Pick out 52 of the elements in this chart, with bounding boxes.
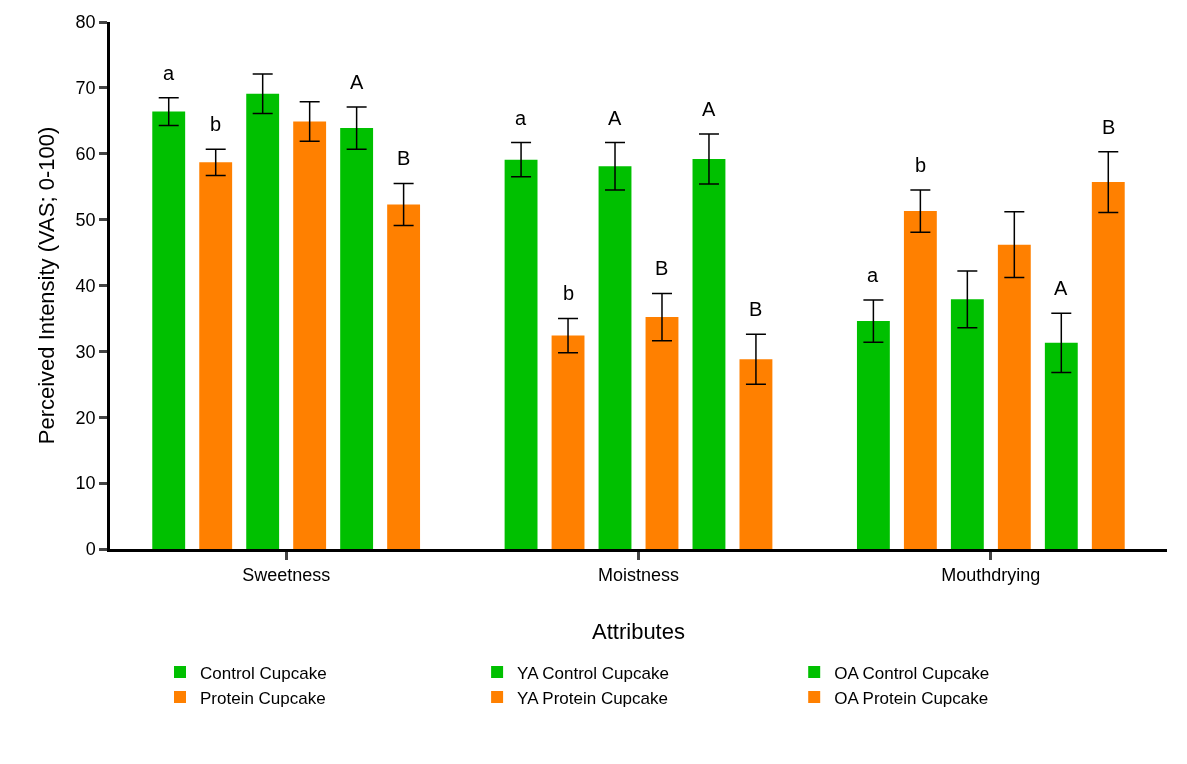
bar [598,166,632,549]
bar [340,128,374,549]
y-axis-title: Perceived Intensity (VAS; 0-100) [34,126,60,445]
bar [997,244,1031,549]
data-label: B [749,298,763,320]
legend-label: OA Control Cupcake [834,663,990,683]
data-label: a [515,107,527,129]
bar [199,162,233,549]
y-tick-label: 60 [75,144,96,165]
y-tick-label: 50 [75,209,96,230]
bar [504,159,538,549]
y-tick-label: 10 [75,473,96,494]
legend-label: OA Protein Cupcake [834,688,989,708]
x-tick-label: Moistness [597,565,680,586]
y-tick-label: 70 [75,78,96,99]
data-label: b [210,113,222,135]
y-tick-label: 80 [75,12,96,33]
bar [387,204,421,549]
legend-label: Control Cupcake [200,663,327,683]
data-label: a [163,62,175,84]
legend-label: Protein Cupcake [200,688,326,708]
bar [856,321,890,549]
y-tick-label: 30 [75,341,96,362]
x-tick-label: Mouthdrying [941,565,1041,586]
legend-label: YA Control Cupcake [517,663,669,683]
data-label: A [1054,277,1068,299]
data-label: b [563,282,575,304]
bar [293,121,327,549]
y-tick-label: 0 [85,539,96,560]
bar [692,159,726,549]
bar [645,317,679,549]
data-label: B [1102,116,1116,138]
bar [551,335,585,549]
bar [246,93,280,549]
data-label: A [608,107,622,129]
data-label: b [915,154,927,176]
bar [1091,182,1125,549]
data-label: A [702,98,716,120]
x-axis-title: Attributes [592,619,685,645]
bar [739,359,773,549]
bar [152,111,186,549]
y-tick-label: 40 [75,275,96,296]
bar [1044,342,1078,549]
legend-label: YA Protein Cupcake [517,688,668,708]
data-label: a [867,264,879,286]
y-tick-label: 20 [75,407,96,428]
data-label: B [397,147,411,169]
x-tick-label: Sweetness [242,565,331,586]
bar [903,211,937,549]
bar [950,299,984,549]
data-label: B [655,257,669,279]
data-label: A [350,71,364,93]
